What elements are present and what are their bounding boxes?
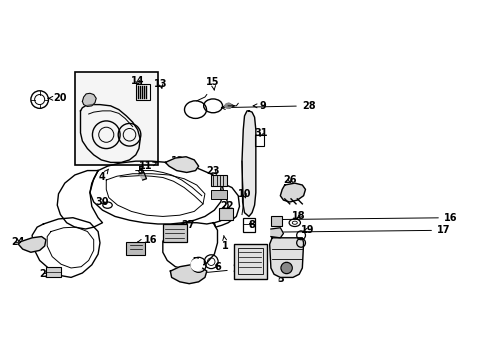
Text: 18: 18 [292, 211, 305, 221]
Text: 22: 22 [220, 201, 233, 211]
Bar [238, 248, 263, 274]
Circle shape [191, 259, 202, 270]
Text: 29: 29 [273, 264, 286, 274]
Text: 2: 2 [234, 252, 247, 262]
Bar [219, 208, 233, 220]
Bar [211, 175, 226, 186]
Bar [136, 85, 150, 100]
Bar [255, 135, 264, 146]
Text: 12: 12 [171, 156, 184, 166]
Bar [234, 244, 266, 279]
Bar [270, 216, 282, 226]
Text: 31: 31 [254, 128, 268, 138]
Text: 1: 1 [222, 235, 228, 251]
Text: 23: 23 [206, 166, 220, 176]
Text: 16: 16 [137, 235, 157, 245]
Text: 26: 26 [283, 175, 296, 185]
Text: 10: 10 [237, 189, 251, 199]
Text: 13: 13 [154, 80, 167, 90]
Text: 9: 9 [253, 101, 266, 111]
Text: 24: 24 [12, 237, 25, 247]
Polygon shape [242, 111, 255, 216]
Text: 27: 27 [169, 220, 194, 230]
Text: 16: 16 [275, 213, 456, 223]
Polygon shape [82, 93, 96, 107]
Text: 28: 28 [221, 101, 315, 111]
Text: 15: 15 [206, 77, 220, 90]
Polygon shape [270, 228, 283, 238]
Polygon shape [269, 238, 303, 278]
Text: 21: 21 [191, 264, 246, 275]
Text: 5: 5 [137, 166, 143, 176]
Ellipse shape [224, 103, 231, 108]
Text: 8: 8 [248, 220, 255, 230]
Text: 25: 25 [39, 269, 53, 279]
Polygon shape [139, 172, 146, 180]
Bar [242, 218, 255, 231]
Text: 6: 6 [214, 262, 221, 272]
Bar [75, 72, 158, 165]
Bar [163, 224, 186, 242]
Text: 4: 4 [99, 169, 108, 182]
Bar [211, 190, 226, 199]
Circle shape [282, 264, 290, 273]
Text: 11: 11 [138, 161, 157, 171]
Polygon shape [165, 157, 198, 172]
Bar [126, 242, 145, 255]
Text: 19: 19 [300, 225, 313, 235]
Text: 20: 20 [48, 93, 67, 103]
Bar [46, 267, 61, 277]
Text: 7: 7 [192, 257, 199, 267]
Text: 3: 3 [277, 274, 284, 284]
Text: 30: 30 [96, 197, 109, 207]
Polygon shape [18, 237, 46, 252]
Polygon shape [280, 183, 305, 202]
Text: 17: 17 [274, 225, 449, 235]
Text: 14: 14 [131, 76, 144, 86]
Polygon shape [170, 265, 206, 284]
